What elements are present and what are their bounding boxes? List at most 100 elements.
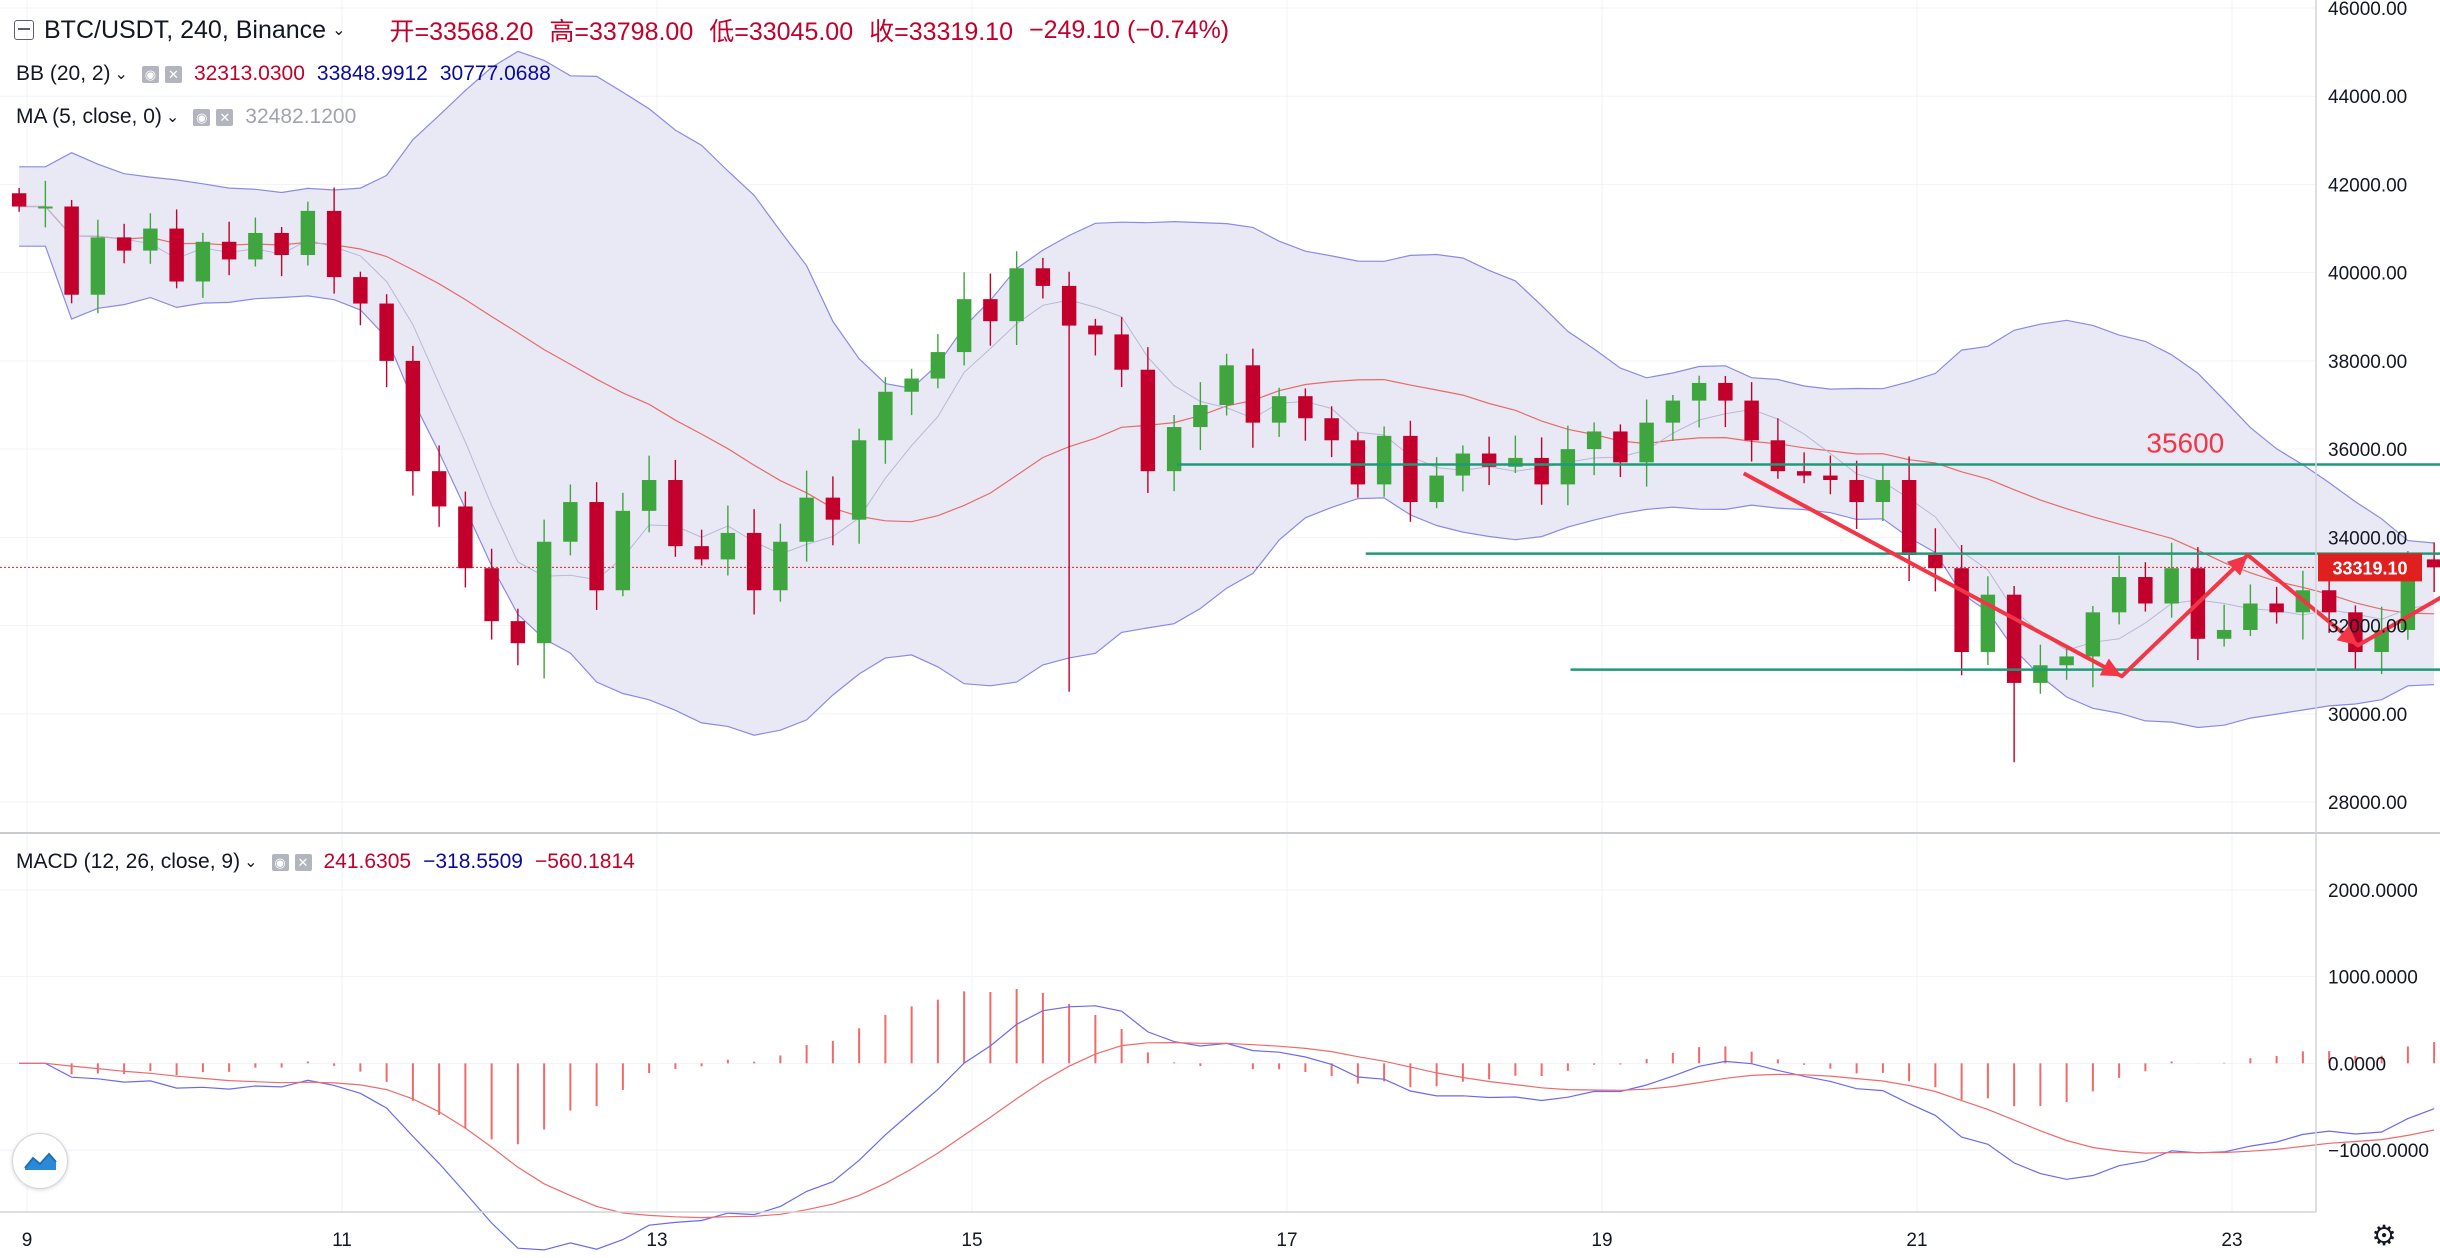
candle-body bbox=[615, 510, 631, 591]
settings-gear-icon[interactable]: ⚙ bbox=[2371, 1220, 2397, 1251]
close-icon[interactable]: ✕ bbox=[164, 65, 182, 83]
candle-body bbox=[668, 479, 683, 547]
chevron-down-icon[interactable]: ⌄ bbox=[165, 109, 180, 126]
candle-body bbox=[1823, 475, 1838, 480]
candle-body bbox=[353, 277, 368, 304]
candle-body bbox=[1035, 268, 1051, 286]
chevron-down-icon[interactable]: ⌄ bbox=[114, 66, 128, 83]
bb-upper-value: 33848.9912 bbox=[316, 62, 428, 85]
candle-body bbox=[1613, 431, 1628, 463]
close-icon[interactable]: ✕ bbox=[216, 108, 234, 126]
current-price-tag-bg bbox=[2318, 553, 2422, 582]
price-tick-label: 42000.00 bbox=[2328, 175, 2407, 196]
annotation-arrowhead bbox=[2099, 658, 2122, 677]
candle-body bbox=[11, 193, 27, 207]
macd-line bbox=[19, 1005, 2435, 1251]
candle-body bbox=[379, 303, 394, 361]
candle-body bbox=[773, 541, 788, 591]
candle-body bbox=[1954, 568, 1969, 653]
candle-body bbox=[2216, 629, 2232, 639]
time-tick-label: 15 bbox=[961, 1230, 982, 1251]
candle-body bbox=[1849, 479, 1864, 503]
ma-legend: MA (5, close, 0) ⌄ ◉ ✕ 32482.1200 bbox=[16, 105, 356, 129]
price-tick-label: 28000.00 bbox=[2328, 793, 2407, 814]
bb-basis-value: 32313.0300 bbox=[193, 62, 305, 85]
time-tick-label: 17 bbox=[1276, 1230, 1297, 1251]
header-legend: BTC/USDT, 240, Binance ⌄ 开=33568.20 高=33… bbox=[14, 12, 1229, 48]
candle-body bbox=[1376, 435, 1392, 485]
macd-axis: 2000.0000 1000.0000 0.0000 −1000.0000 bbox=[2328, 881, 2429, 1162]
candle-body bbox=[484, 568, 499, 622]
candles bbox=[11, 180, 2440, 763]
bb-legend-name[interactable]: BB (20, 2) bbox=[16, 62, 111, 85]
candle-body bbox=[930, 352, 946, 379]
macd-tick-label: 2000.0000 bbox=[2328, 881, 2418, 902]
eye-icon[interactable]: ◉ bbox=[193, 108, 211, 126]
candle-body bbox=[1560, 449, 1576, 485]
candle-body bbox=[1586, 431, 1602, 450]
bb-legend: BB (20, 2) ⌄ ◉ ✕ 32313.0300 33848.9912 3… bbox=[16, 62, 551, 86]
candle-body bbox=[1534, 457, 1549, 485]
candle-body bbox=[2243, 603, 2258, 630]
time-axis: 9111315171921232527292月357 bbox=[22, 1230, 2243, 1251]
candle-body bbox=[2111, 577, 2127, 613]
ma-value: 32482.1200 bbox=[245, 105, 357, 128]
candle-body bbox=[1271, 396, 1287, 423]
candle-body bbox=[1796, 471, 1812, 476]
candle-body bbox=[1691, 382, 1707, 401]
macd-value: −318.5509 bbox=[423, 850, 523, 873]
candle-body bbox=[1324, 418, 1339, 441]
candle-body bbox=[1901, 479, 1917, 555]
candle-body bbox=[2164, 568, 2179, 604]
eye-icon[interactable]: ◉ bbox=[271, 853, 289, 871]
bollinger-upper-line bbox=[19, 50, 2435, 544]
candle-body bbox=[38, 206, 53, 209]
price-tick-label: 46000.00 bbox=[2328, 0, 2407, 20]
candle-body bbox=[116, 237, 132, 251]
level-label: 35600 bbox=[2146, 428, 2224, 459]
candle-body bbox=[1219, 365, 1234, 405]
candle-body bbox=[2269, 603, 2284, 613]
bollinger-lower-line bbox=[19, 245, 2435, 736]
macd-tick-label: −1000.0000 bbox=[2328, 1141, 2429, 1162]
annotation-zigzag bbox=[1742, 471, 2440, 679]
price-tick-label: 44000.00 bbox=[2328, 87, 2407, 108]
candle-body bbox=[2059, 656, 2074, 666]
candle-body bbox=[694, 546, 709, 560]
macd-tick-label: 1000.0000 bbox=[2328, 968, 2418, 989]
low-value: 低=33045.00 bbox=[709, 18, 854, 46]
price-tick-label: 40000.00 bbox=[2328, 264, 2407, 285]
candle-body bbox=[1114, 334, 1129, 370]
macd-histogram bbox=[70, 989, 2436, 1145]
chevron-down-icon[interactable]: ⌄ bbox=[244, 854, 258, 871]
chevron-down-icon[interactable]: ⌄ bbox=[332, 22, 346, 39]
close-icon[interactable]: ✕ bbox=[294, 853, 312, 871]
candle-body bbox=[1193, 405, 1208, 428]
symbol-label[interactable]: BTC/USDT, 240, Binance bbox=[44, 15, 327, 44]
collapse-icon[interactable] bbox=[14, 20, 34, 40]
candle-body bbox=[536, 541, 552, 644]
candle-body bbox=[1665, 400, 1681, 423]
ma-legend-name[interactable]: MA (5, close, 0) bbox=[16, 105, 162, 128]
candle-body bbox=[1166, 427, 1182, 472]
candle-body bbox=[1875, 479, 1891, 503]
candle-body bbox=[589, 502, 604, 591]
eye-icon[interactable]: ◉ bbox=[141, 65, 159, 83]
candle-body bbox=[904, 378, 919, 392]
candle-body bbox=[1245, 365, 1261, 423]
candle-body bbox=[799, 497, 814, 542]
candle-body bbox=[2426, 559, 2440, 568]
change-value: −249.10 (−0.74%) bbox=[1028, 15, 1230, 44]
high-value: 高=33798.00 bbox=[549, 18, 694, 46]
candle-body bbox=[1980, 594, 1996, 653]
candle-body bbox=[1088, 325, 1103, 335]
candle-body bbox=[405, 360, 421, 472]
macd-legend: MACD (12, 26, close, 9) ⌄ ◉ ✕ 241.6305 −… bbox=[16, 850, 635, 874]
candle-body bbox=[1744, 400, 1759, 441]
tradingview-logo-icon[interactable] bbox=[12, 1133, 68, 1189]
candle-body bbox=[851, 440, 867, 520]
signal-value: −560.1814 bbox=[534, 850, 635, 873]
macd-legend-name[interactable]: MACD (12, 26, close, 9) bbox=[16, 850, 241, 873]
candle-body bbox=[1298, 396, 1313, 419]
time-tick-label: 11 bbox=[332, 1230, 352, 1251]
